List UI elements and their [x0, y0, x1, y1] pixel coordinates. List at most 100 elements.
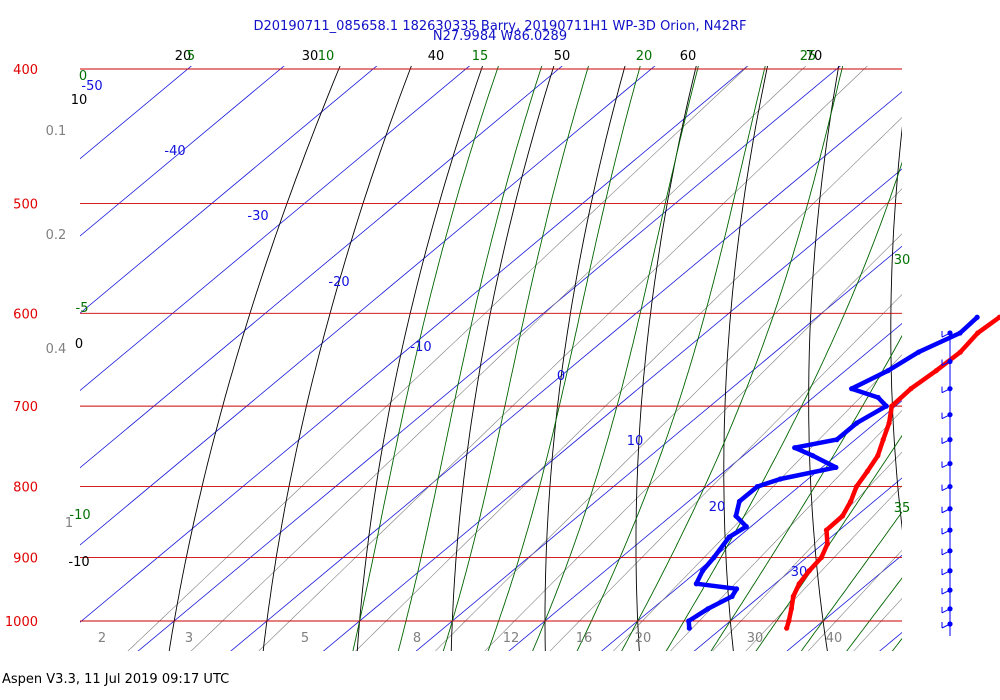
- moist-adiabat-label: 0: [79, 69, 87, 84]
- dry-adiabat-label: -10: [68, 555, 89, 570]
- temperature-label: -50: [81, 79, 102, 94]
- mixing-ratio-label: 40: [826, 631, 843, 646]
- dewpoint-profile-point: [711, 554, 717, 561]
- moist-adiabat-line: [755, 434, 902, 651]
- dry-adiabat-label: 50: [554, 49, 571, 64]
- temperature-profile-point: [796, 581, 802, 587]
- wind-barb-flag: [941, 414, 951, 420]
- isotherm-line: [80, 66, 378, 314]
- temperature-profile-point: [824, 541, 831, 547]
- dewpoint-profile-point: [792, 445, 798, 451]
- dewpoint-profile-point: [733, 513, 739, 519]
- dry-adiabat-label: 0: [75, 337, 83, 352]
- moist-adiabat-line: [846, 577, 902, 651]
- wind-barb-flag: [941, 332, 951, 338]
- mixing-ratio-label: 2: [98, 631, 106, 646]
- wind-barb-flag: [941, 388, 951, 394]
- moist-adiabat-line: [710, 334, 902, 651]
- isotherm-line: [415, 245, 902, 651]
- moist-adiabat-line: [576, 66, 766, 651]
- wind-barb-flag: [941, 570, 951, 576]
- isotherm-line: [137, 66, 841, 651]
- moist-adiabat-label: 30: [894, 253, 911, 268]
- moist-adiabat-label: 15: [472, 49, 489, 64]
- dewpoint-profile-point: [705, 606, 711, 612]
- wind-barb-flag: [941, 486, 951, 492]
- mixing-ratio-line: [549, 294, 902, 651]
- wind-barb-flag: [941, 439, 951, 445]
- dewpoint-profile-point: [833, 464, 839, 471]
- temperature-label: -10: [410, 340, 431, 355]
- pressure-label: 900: [13, 552, 38, 567]
- dry-adiabat-label: 40: [428, 49, 445, 64]
- wind-barb-flag: [941, 550, 951, 556]
- mixing-ratio-label: 1: [65, 516, 73, 531]
- temperature-profile-point: [880, 437, 886, 443]
- dewpoint-profile-point: [736, 498, 743, 505]
- dewpoint-profile-point: [834, 437, 840, 443]
- dewpoint-profile-point: [883, 403, 889, 409]
- wind-barb-flag: [941, 463, 951, 468]
- temperature-label: 0: [557, 369, 565, 384]
- mixing-ratio-label: 0.2: [46, 228, 67, 243]
- pressure-label: 1000: [5, 615, 38, 630]
- mixing-ratio-line: [712, 451, 902, 651]
- isotherm-line: [80, 66, 656, 546]
- isotherm-line: [80, 66, 471, 392]
- dry-adiabat-line: [635, 66, 697, 651]
- wind-barb-flag: [941, 608, 951, 614]
- chart-subtitle: N27.9984 W86.0289: [432, 29, 568, 44]
- temperature-profile-point: [806, 568, 812, 574]
- mixing-ratio-label: 16: [576, 631, 593, 646]
- dewpoint-profile-point: [849, 386, 855, 392]
- mixing-ratio-label: 5: [301, 631, 309, 646]
- moist-adiabat-label: 5: [187, 49, 195, 64]
- temperature-profile-point: [908, 386, 914, 392]
- temperature-profile-point: [839, 513, 846, 519]
- isotherm-lines: [80, 66, 902, 651]
- chart-title: D20190711_085658.1 182630335 Barry, 2019…: [253, 19, 747, 34]
- temperature-profile-point: [848, 498, 854, 505]
- isobar-lines: [80, 68, 902, 622]
- dry-adiabat-label: 10: [71, 93, 88, 108]
- temperature-profile-point: [784, 625, 790, 631]
- mixing-ratio-line: [745, 485, 902, 651]
- mixing-ratio-label: 8: [413, 631, 421, 646]
- dewpoint-profile-point: [810, 453, 816, 459]
- dewpoint-profile-point: [733, 586, 740, 592]
- temperature-profile-point: [996, 314, 1000, 320]
- moist-adiabat-lines: [352, 66, 902, 651]
- temperature-label: 20: [709, 500, 726, 515]
- dry-adiabat-line: [262, 66, 412, 651]
- dewpoint-profile-point: [777, 476, 783, 482]
- dewpoint-profile-point: [974, 314, 980, 320]
- dry-adiabat-line: [450, 66, 555, 651]
- wind-barb-flag: [941, 529, 951, 535]
- dry-adiabat-line: [808, 66, 840, 651]
- temperature-profile-point: [790, 593, 796, 600]
- isotherm-line: [80, 66, 749, 623]
- dewpoint-profile-point: [743, 524, 749, 530]
- isotherm-line: [508, 322, 902, 651]
- temperature-profile-point: [853, 483, 860, 490]
- dry-adiabat-line: [356, 66, 484, 651]
- pressure-label: 600: [13, 307, 38, 322]
- dry-adiabat-line: [890, 125, 902, 531]
- isotherm-line: [879, 631, 902, 651]
- dewpoint-profile-point: [726, 534, 732, 540]
- dewpoint-profile-point: [729, 593, 735, 600]
- isotherm-line: [322, 168, 902, 651]
- mixing-ratio-label: 12: [503, 631, 520, 646]
- wind-barb-flag: [941, 508, 951, 514]
- mixing-ratio-line: [853, 598, 902, 651]
- isotherm-line: [693, 477, 902, 651]
- dry-adiabat-label: 20: [175, 49, 192, 64]
- mixing-ratio-label: 0.1: [46, 124, 67, 139]
- temperature-profile-point: [957, 349, 963, 355]
- isotherm-line: [80, 66, 192, 160]
- temperature-profile-point: [875, 453, 881, 459]
- dry-adiabat-label: 30: [302, 49, 319, 64]
- wind-barb-flag: [941, 361, 951, 366]
- temperature-profile-point: [788, 606, 794, 612]
